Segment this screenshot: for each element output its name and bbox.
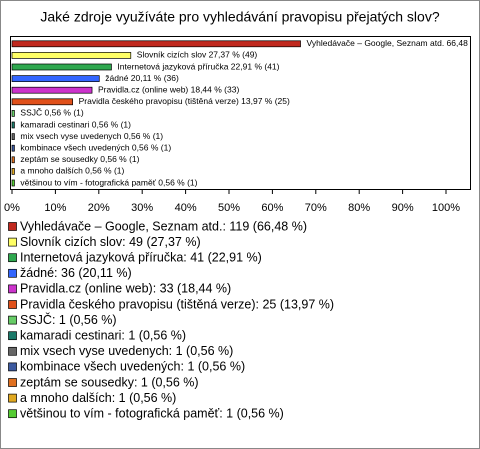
legend-label: Vyhledávače – Google, Seznam atd.: 119 (… (20, 219, 307, 233)
legend-label: kombinace všech uvedených: 1 (0,56 %) (20, 360, 245, 374)
x-tick-label: 90% (392, 202, 414, 214)
x-tick-label: 70% (305, 202, 327, 214)
bar (11, 179, 15, 187)
bar (11, 133, 15, 140)
data-label: zeptám se sousedky 0,56 % (1) (20, 154, 139, 164)
x-tick-label: 60% (261, 202, 283, 214)
bar (11, 98, 73, 106)
x-tick-label: 30% (131, 202, 153, 214)
legend-label: Slovník cizích slov: 49 (27,37 %) (20, 235, 201, 249)
legend-swatch (8, 300, 17, 309)
data-label: Slovník cizích slov 27,37 % (49) (137, 50, 258, 60)
bar (11, 40, 301, 48)
legend-label: zeptám se sousedky: 1 (0,56 %) (20, 375, 199, 389)
bar (11, 168, 15, 175)
bar (11, 63, 112, 71)
legend-swatch (8, 331, 17, 341)
legend-label: Pravidla.cz (online web): 33 (18,44 %) (20, 282, 231, 296)
x-tick-label: 80% (348, 202, 370, 214)
data-label: Pravidla.cz (online web) 18,44 % (33) (98, 84, 239, 94)
legend-swatch (8, 362, 17, 372)
legend-label: a mnoho dalších: 1 (0,56 %) (20, 391, 176, 405)
data-label: Pravidla českého pravopisu (tištěná verz… (79, 96, 290, 106)
legend-label: kamaradi cestinari: 1 (0,56 %) (20, 328, 186, 342)
legend-swatch (8, 268, 17, 278)
legend-swatch (8, 222, 17, 231)
legend-label: většinou to vím - fotografická paměť: 1 … (20, 406, 284, 420)
bar (11, 156, 15, 164)
data-label: kamaradi cestinari 0,56 % (1) (20, 119, 131, 129)
data-label: žádné 20,11 % (36) (105, 73, 179, 83)
legend-label: Internetová jazyková příručka: 41 (22,91… (20, 250, 262, 264)
legend-swatch (8, 284, 17, 294)
bar (11, 121, 15, 129)
plot-area (10, 36, 471, 190)
legend-swatch (8, 315, 17, 325)
bar (11, 144, 15, 152)
bar (11, 75, 100, 82)
data-label: a mnoho dalších 0,56 % (1) (20, 166, 124, 176)
data-label: mix vsech vyse uvedenych 0,56 % (1) (20, 131, 163, 141)
x-tick-label: 10% (44, 202, 66, 214)
legend-label: mix vsech vyse uvedenych: 1 (0,56 %) (20, 344, 233, 358)
data-label: SSJČ 0,56 % (1) (20, 108, 83, 118)
data-label: Vyhledávače – Google, Seznam atd. 66,48 … (307, 38, 480, 48)
legend-label: žádné: 36 (20,11 %) (20, 266, 132, 280)
data-label: většinou to vím - fotografická paměť 0,5… (20, 177, 197, 187)
x-tick-label: 40% (175, 202, 197, 214)
legend-swatch (8, 346, 17, 356)
legend-swatch (8, 253, 17, 263)
legend-label: Pravidla českého pravopisu (tištěná verz… (20, 297, 334, 311)
legend-swatch (8, 409, 17, 419)
legend-label: SSJČ: 1 (0,56 %) (20, 312, 117, 327)
legend-swatch (8, 237, 17, 247)
data-label: Internetová jazyková příručka 22,91 % (4… (117, 61, 279, 71)
x-tick-label: 0% (4, 202, 20, 214)
bar (11, 52, 132, 59)
legend-swatch (8, 378, 17, 387)
bar (11, 110, 15, 117)
x-tick-label: 100% (432, 202, 460, 214)
bar (11, 86, 93, 94)
data-label: kombinace všech uvedených 0,56 % (1) (20, 142, 171, 152)
chart-title: Jaké zdroje využíváte pro vyhledávání pr… (40, 9, 439, 25)
x-tick-label: 50% (218, 202, 240, 214)
legend-swatch (8, 393, 17, 403)
x-tick-label: 20% (88, 202, 110, 214)
